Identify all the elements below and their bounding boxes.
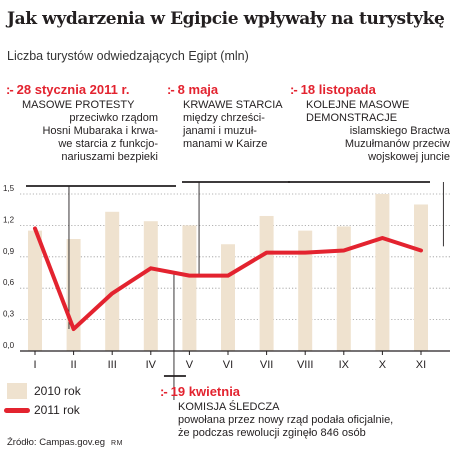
annotation-date-text: 19 kwietnia <box>170 384 241 399</box>
legend-label-2010: 2010 rok <box>34 384 81 398</box>
source-text: Źródło: Campas.gov.eg <box>7 437 106 448</box>
bar-2010 <box>259 215 274 351</box>
bar-2010 <box>414 204 428 351</box>
annotation-marker: :- <box>167 82 175 97</box>
x-tick-label: VIII <box>297 359 314 371</box>
annotation-jan28-heading: MASOWE PROTESTY <box>22 99 135 111</box>
legend-label-2011: 2011 rok <box>34 403 80 417</box>
chart-subtitle: Liczba turystów odwiedzających Egipt (ml… <box>7 49 249 63</box>
annotation-may8: :- 8 maja KRWAWE STARCIA między chrześci-… <box>167 82 287 151</box>
annotation-apr19-date: :- 19 kwietnia <box>160 384 456 399</box>
x-tick-label: V <box>186 359 194 371</box>
bar-2010 <box>336 226 351 351</box>
bars-2010 <box>28 194 428 351</box>
annotation-apr19-heading: KOMISJA ŚLEDCZA <box>178 401 280 413</box>
legend-swatch-2011 <box>4 408 30 413</box>
bar-2010 <box>221 244 235 351</box>
line-2011 <box>33 226 423 331</box>
chart-title: Jak wydarzenia w Egipcie wpływały na tur… <box>7 9 445 29</box>
annotation-jan28-date: :- 28 stycznia 2011 r. <box>6 82 174 97</box>
x-tick-label: XI <box>416 359 426 371</box>
annotation-may8-heading: KRWAWE STARCIA <box>183 99 283 111</box>
annotation-marker: :- <box>6 82 14 97</box>
annotation-date-text: 8 maja <box>177 82 219 97</box>
annotation-date-text: 28 stycznia 2011 r. <box>16 82 130 97</box>
x-tick-label: X <box>379 359 387 371</box>
annotation-marker: :- <box>290 82 298 97</box>
annotation-apr19-body: powołana przez nowy rząd podała oficjaln… <box>178 414 394 439</box>
annotation-may8-body: między chrześci- janami i muzuł- manami … <box>183 112 268 150</box>
x-tick-label: II <box>71 359 77 371</box>
y-tick-label: 0,6 <box>3 278 15 287</box>
annotation-marker: :- <box>160 384 168 399</box>
annotation-may8-date: :- 8 maja <box>167 82 287 97</box>
bar-2010 <box>105 211 120 351</box>
annotation-nov18-date: :- 18 listopada <box>290 82 450 97</box>
y-tick-label: 0,0 <box>3 341 15 350</box>
bar-2010 <box>143 221 158 351</box>
x-tick-label: VII <box>260 359 273 371</box>
source-note: Źródło: Campas.gov.eg RM <box>7 437 123 448</box>
x-tick-label: I <box>33 359 36 371</box>
x-tick-label: VI <box>223 359 233 371</box>
annotation-nov18-heading: KOLEJNE MASOWE DEMONSTRACJE <box>306 99 410 124</box>
x-tick-label: III <box>108 359 117 371</box>
y-tick-label: 0,3 <box>3 310 15 319</box>
legend-swatch-2010 <box>7 383 27 399</box>
axes: 0,00,30,60,91,21,5I II III IV V VI VII VIII IX X X… <box>3 184 450 371</box>
bar-2010 <box>182 225 197 351</box>
annotation-apr19: :- 19 kwietnia KOMISJA ŚLEDCZA powołana p… <box>160 384 456 440</box>
x-tick-label: IX <box>339 359 350 371</box>
y-tick-label: 1,5 <box>3 184 15 193</box>
author-initials: RM <box>111 440 123 447</box>
annotation-jan28-body: przeciwko rządom Hosni Mubaraka i krwa- … <box>42 112 158 163</box>
annotation-leaders <box>26 181 444 400</box>
bar-2010 <box>28 230 42 351</box>
annotation-nov18: :- 18 listopada KOLEJNE MASOWE DEMONSTRAC… <box>290 82 450 164</box>
annotation-jan28: :- 28 stycznia 2011 r. MASOWE PROTESTY pr… <box>6 82 174 164</box>
annotation-nov18-body: islamskiego Bractwa Muzułmanów przeciw w… <box>344 125 450 163</box>
bar-2010 <box>375 194 390 351</box>
annotation-date-text: 18 listopada <box>300 82 376 97</box>
x-tick-label: IV <box>146 359 157 371</box>
y-tick-label: 0,9 <box>3 247 15 256</box>
y-tick-label: 1,2 <box>3 215 15 224</box>
bar-2010 <box>298 230 313 351</box>
